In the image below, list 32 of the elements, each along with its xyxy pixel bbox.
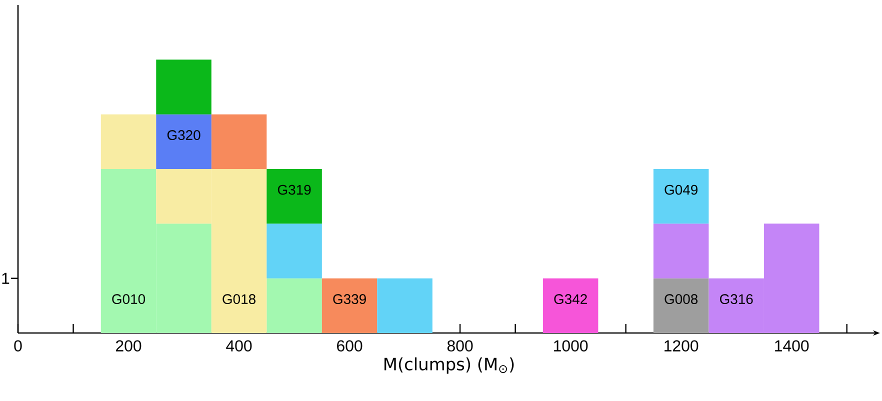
x-tick-label: 0 — [14, 340, 22, 352]
bar — [542, 278, 598, 333]
bar — [653, 278, 709, 333]
series-label: G049 — [664, 184, 698, 195]
bar — [156, 60, 212, 114]
x-tick-label: 200 — [116, 340, 142, 352]
bar — [266, 169, 322, 224]
bar — [211, 114, 267, 169]
x-axis-title: M(clumps) (M$_{⊙}$) — [384, 357, 514, 374]
series-label: G339 — [333, 294, 366, 304]
series-label: G342 — [554, 294, 587, 304]
series-label: G008 — [664, 294, 698, 304]
bar — [653, 169, 709, 224]
bar — [377, 278, 432, 333]
series-label: G010 — [112, 294, 146, 304]
x-tick-label: 1000 — [554, 340, 588, 352]
series-label: G018 — [222, 294, 256, 304]
series-label: G320 — [167, 130, 200, 140]
x-tick-label: 600 — [337, 340, 362, 352]
text: 1 — [2, 272, 10, 284]
x-tick-label: 1200 — [664, 340, 698, 352]
x-tick-label: 1400 — [775, 340, 809, 352]
bar — [266, 278, 322, 333]
bar — [100, 114, 156, 169]
x-tick-label: 800 — [447, 340, 473, 352]
series-label: G319 — [278, 184, 311, 195]
series-label: G316 — [720, 294, 753, 304]
bar — [322, 278, 378, 333]
x-tick-label: 400 — [226, 340, 252, 352]
bar — [653, 224, 709, 278]
bar — [156, 114, 212, 169]
bar — [266, 224, 322, 278]
